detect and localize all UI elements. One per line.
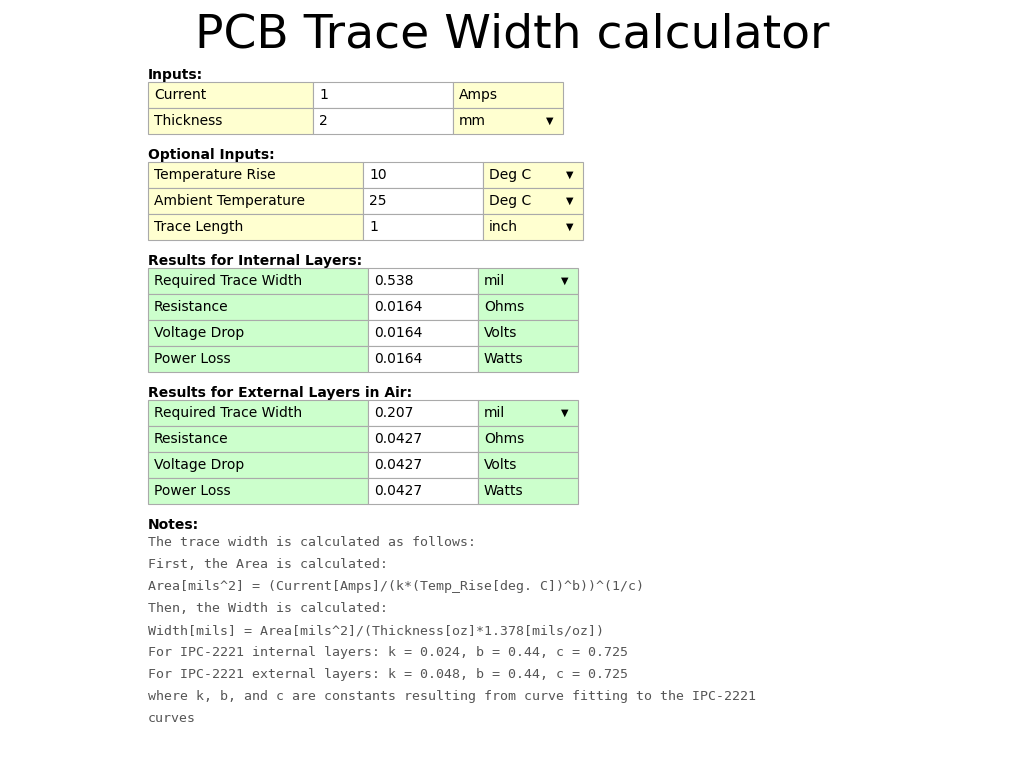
Bar [453, 108, 563, 134]
Bar [148, 162, 362, 188]
Bar [483, 162, 583, 188]
Text: For IPC-2221 internal layers: k = 0.024, b = 0.44, c = 0.725: For IPC-2221 internal layers: k = 0.024,… [148, 646, 628, 659]
Bar [368, 294, 478, 320]
Bar [148, 188, 362, 214]
Bar [368, 426, 478, 452]
Text: ▼: ▼ [565, 196, 573, 206]
Text: 2: 2 [319, 114, 328, 128]
Text: 0.0427: 0.0427 [374, 432, 422, 446]
Text: ▼: ▼ [565, 170, 573, 180]
Text: Voltage Drop: Voltage Drop [154, 458, 245, 472]
Text: Volts: Volts [484, 458, 517, 472]
Bar [478, 320, 578, 346]
Text: 0.0164: 0.0164 [374, 300, 422, 314]
Text: Optional Inputs:: Optional Inputs: [148, 148, 274, 162]
Bar [148, 294, 368, 320]
Bar [148, 268, 368, 294]
Bar [313, 108, 453, 134]
Text: mm: mm [459, 114, 486, 128]
Bar [362, 162, 483, 188]
Bar [478, 426, 578, 452]
Text: Watts: Watts [484, 352, 523, 366]
Text: 1: 1 [319, 88, 328, 102]
Text: Results for External Layers in Air:: Results for External Layers in Air: [148, 386, 412, 400]
Text: 1: 1 [369, 220, 378, 234]
Bar [368, 400, 478, 426]
Text: 0.207: 0.207 [374, 406, 414, 420]
Text: Inputs:: Inputs: [148, 68, 203, 82]
Bar [478, 478, 578, 504]
Text: Trace Length: Trace Length [154, 220, 244, 234]
Bar [368, 478, 478, 504]
Bar [148, 478, 368, 504]
Bar [478, 268, 578, 294]
Text: 0.538: 0.538 [374, 274, 414, 288]
Text: Notes:: Notes: [148, 518, 199, 532]
Bar [478, 452, 578, 478]
Bar [483, 214, 583, 240]
Text: Results for Internal Layers:: Results for Internal Layers: [148, 254, 362, 268]
Text: Power Loss: Power Loss [154, 484, 230, 498]
Bar [148, 214, 362, 240]
Bar [148, 320, 368, 346]
Text: Resistance: Resistance [154, 300, 228, 314]
Text: mil: mil [484, 274, 505, 288]
Text: mil: mil [484, 406, 505, 420]
Text: Volts: Volts [484, 326, 517, 340]
Text: 0.0427: 0.0427 [374, 484, 422, 498]
Bar [148, 108, 313, 134]
Text: Resistance: Resistance [154, 432, 228, 446]
Bar [478, 400, 578, 426]
Text: 0.0164: 0.0164 [374, 326, 422, 340]
Bar [483, 188, 583, 214]
Text: inch: inch [489, 220, 518, 234]
Text: ▼: ▼ [560, 408, 568, 418]
Text: ▼: ▼ [560, 276, 568, 286]
Bar [362, 188, 483, 214]
Text: Temperature Rise: Temperature Rise [154, 168, 275, 182]
Text: where k, b, and c are constants resulting from curve fitting to the IPC-2221: where k, b, and c are constants resultin… [148, 690, 756, 703]
Bar [453, 82, 563, 108]
Text: The trace width is calculated as follows:: The trace width is calculated as follows… [148, 536, 476, 549]
Bar [148, 82, 313, 108]
Bar [368, 346, 478, 372]
Bar [362, 214, 483, 240]
Text: Watts: Watts [484, 484, 523, 498]
Text: Power Loss: Power Loss [154, 352, 230, 366]
Bar [368, 268, 478, 294]
Bar [478, 346, 578, 372]
Text: Current: Current [154, 88, 206, 102]
Text: First, the Area is calculated:: First, the Area is calculated: [148, 558, 388, 571]
Text: ▼: ▼ [565, 222, 573, 232]
Text: Deg C: Deg C [489, 194, 531, 208]
Text: 10: 10 [369, 168, 387, 182]
Bar [148, 346, 368, 372]
Text: Amps: Amps [459, 88, 498, 102]
Text: Required Trace Width: Required Trace Width [154, 406, 302, 420]
Text: Area[mils^2] = (Current[Amps]/(k*(Temp_Rise[deg. C])^b))^(1/c): Area[mils^2] = (Current[Amps]/(k*(Temp_R… [148, 580, 644, 593]
Text: 0.0427: 0.0427 [374, 458, 422, 472]
Text: ▼: ▼ [546, 116, 553, 126]
Bar [313, 82, 453, 108]
Text: Deg C: Deg C [489, 168, 531, 182]
Text: For IPC-2221 external layers: k = 0.048, b = 0.44, c = 0.725: For IPC-2221 external layers: k = 0.048,… [148, 668, 628, 681]
Text: Ambient Temperature: Ambient Temperature [154, 194, 305, 208]
Bar [478, 294, 578, 320]
Text: Required Trace Width: Required Trace Width [154, 274, 302, 288]
Text: Ohms: Ohms [484, 300, 524, 314]
Text: curves: curves [148, 712, 196, 725]
Text: Voltage Drop: Voltage Drop [154, 326, 245, 340]
Bar [148, 426, 368, 452]
Bar [368, 320, 478, 346]
Bar [368, 452, 478, 478]
Bar [148, 400, 368, 426]
Text: Thickness: Thickness [154, 114, 222, 128]
Text: PCB Trace Width calculator: PCB Trace Width calculator [195, 12, 829, 58]
Bar [148, 452, 368, 478]
Text: 25: 25 [369, 194, 386, 208]
Text: 0.0164: 0.0164 [374, 352, 422, 366]
Text: Width[mils] = Area[mils^2]/(Thickness[oz]*1.378[mils/oz]): Width[mils] = Area[mils^2]/(Thickness[oz… [148, 624, 604, 637]
Text: Then, the Width is calculated:: Then, the Width is calculated: [148, 602, 388, 615]
Text: Ohms: Ohms [484, 432, 524, 446]
